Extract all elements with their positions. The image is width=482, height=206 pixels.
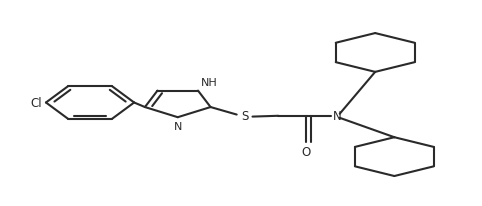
Text: O: O [301, 146, 310, 159]
Text: N: N [174, 122, 182, 132]
Text: NH: NH [201, 77, 217, 87]
Text: N: N [333, 110, 341, 123]
Text: S: S [241, 110, 249, 123]
Text: Cl: Cl [30, 97, 42, 109]
